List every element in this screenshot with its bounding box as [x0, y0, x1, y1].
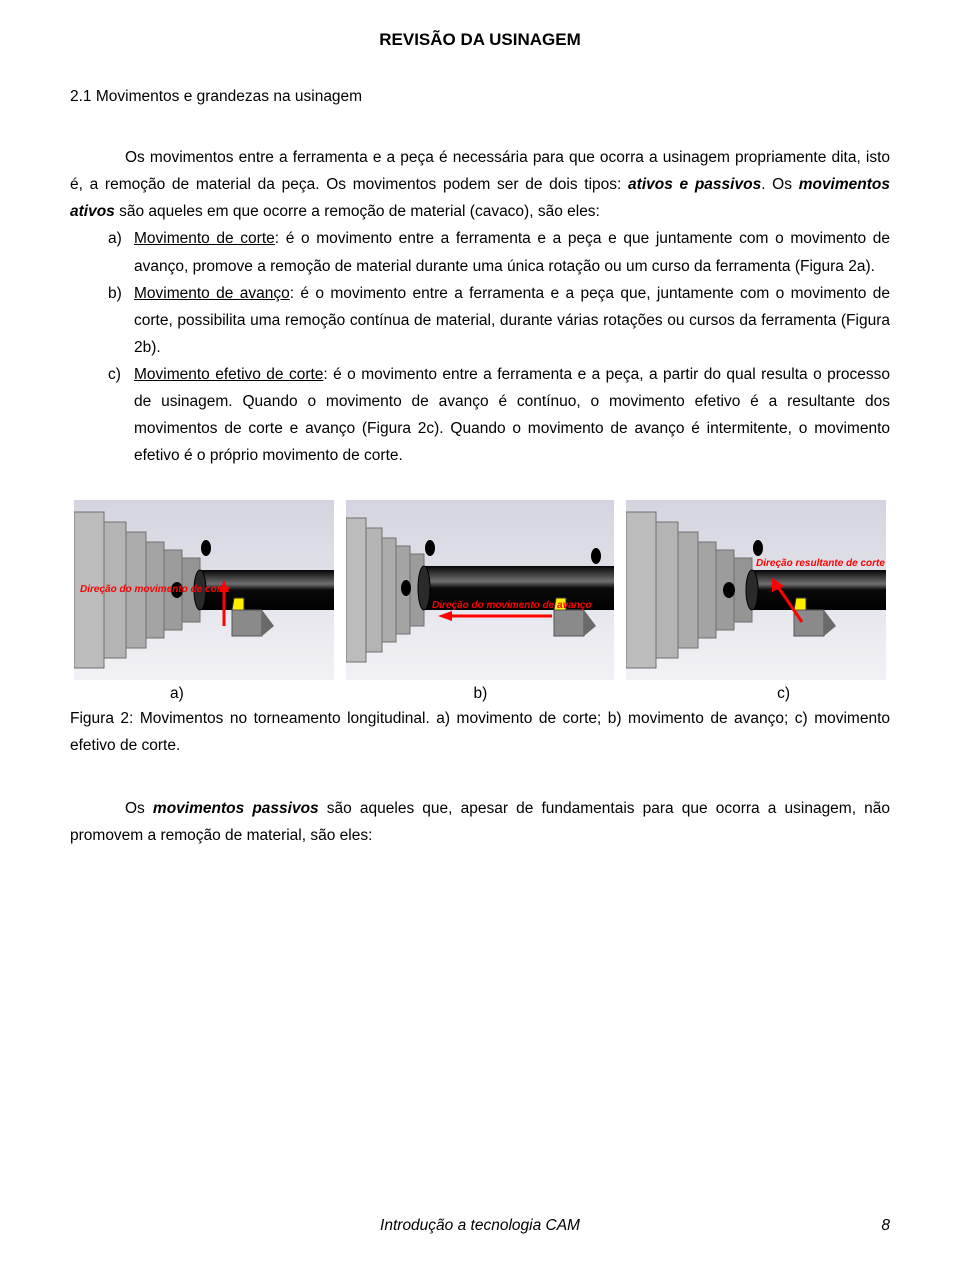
list-marker-c: c): [108, 361, 121, 388]
figure-a-label: Direção do movimento de corte: [80, 584, 230, 595]
intro-text-2: . Os: [761, 176, 799, 193]
figure-b: Direção do movimento de avanço: [346, 500, 614, 680]
closing-text-1: Os: [125, 800, 153, 817]
figures-row: Direção do movimento de corte: [70, 500, 890, 680]
list-term-c: Movimento efetivo de corte: [134, 366, 323, 383]
intro-term-ativos-passivos: ativos e passivos: [628, 176, 761, 193]
intro-paragraph: Os movimentos entre a ferramenta e a peç…: [70, 144, 890, 225]
list-item-c: c) Movimento efetivo de corte: é o movim…: [108, 361, 890, 470]
footer-text: Introdução a tecnologia CAM: [380, 1217, 580, 1235]
movement-list: a) Movimento de corte: é o movimento ent…: [70, 225, 890, 469]
list-item-a: a) Movimento de corte: é o movimento ent…: [108, 225, 890, 279]
intro-text-3: são aqueles em que ocorre a remoção de m…: [115, 203, 600, 220]
figure-caption: Figura 2: Movimentos no torneamento long…: [70, 705, 890, 759]
list-term-b: Movimento de avanço: [134, 285, 290, 302]
section-heading: 2.1 Movimentos e grandezas na usinagem: [70, 88, 890, 106]
figure-c: Direção resultante de corte: [622, 500, 890, 680]
figure-c-svg: Direção resultante de corte: [626, 500, 886, 680]
figure-b-label: Direção do movimento de avanço: [432, 600, 592, 611]
sublabel-c: c): [777, 685, 790, 703]
figure-sublabels: a) b) c): [70, 685, 890, 703]
figure-a-svg: Direção do movimento de corte: [74, 500, 334, 680]
footer-page-number: 8: [881, 1217, 890, 1235]
page-title: REVISÃO DA USINAGEM: [70, 30, 890, 50]
sublabel-a: a): [170, 685, 184, 703]
sublabel-b: b): [474, 685, 488, 703]
closing-term-passivos: movimentos passivos: [153, 800, 319, 817]
figure-a: Direção do movimento de corte: [70, 500, 338, 680]
list-marker-b: b): [108, 280, 122, 307]
list-term-a: Movimento de corte: [134, 230, 275, 247]
closing-paragraph: Os movimentos passivos são aqueles que, …: [70, 795, 890, 849]
list-item-b: b) Movimento de avanço: é o movimento en…: [108, 280, 890, 361]
figure-b-svg: Direção do movimento de avanço: [346, 500, 614, 680]
figure-c-label: Direção resultante de corte: [756, 558, 885, 569]
list-marker-a: a): [108, 225, 122, 252]
